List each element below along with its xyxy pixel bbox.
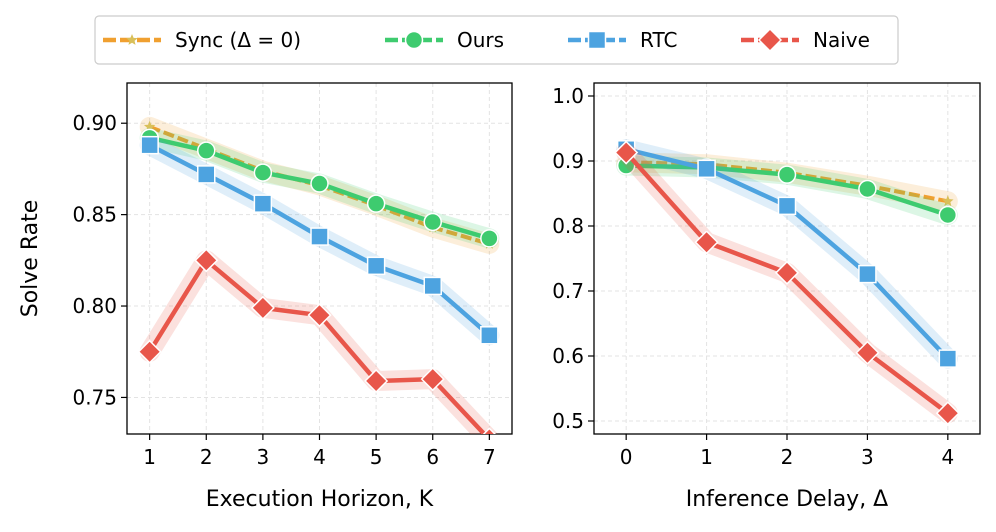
data-point-rtc <box>480 326 499 345</box>
data-point-naive <box>250 295 275 320</box>
legend-label: RTC <box>640 28 677 52</box>
x-tick-label: 3 <box>861 445 874 469</box>
data-point-rtc <box>310 227 329 246</box>
chart-inference-delay: Inference Delay, Δ 0 1 2 3 4 0.5 0.6 0.7 0.8 0.9 1… <box>552 82 981 512</box>
x-tick-label: 1 <box>143 445 156 469</box>
x-axis-label-left: Execution Horizon, K <box>206 487 434 512</box>
x-axis-label-right: Inference Delay, Δ <box>686 487 889 512</box>
series-naive-right <box>614 140 960 426</box>
data-point-ours <box>858 179 877 199</box>
series-ours-left <box>139 127 500 249</box>
data-point-naive <box>855 340 880 365</box>
y-tick-label: 1.0 <box>552 84 584 108</box>
data-point-rtc <box>423 276 442 296</box>
y-tick-label: 0.80 <box>72 294 117 318</box>
y-tick-label: 0.75 <box>72 385 117 409</box>
data-point-naive <box>694 230 719 255</box>
data-point-rtc <box>777 196 797 216</box>
series-naive-left <box>137 248 498 434</box>
x-tick-label: 4 <box>313 445 326 469</box>
data-point-ours <box>366 194 386 213</box>
data-point-naive <box>137 339 162 364</box>
data-point-rtc <box>140 135 159 155</box>
x-tick-label: 4 <box>941 445 954 469</box>
data-point-ours <box>480 229 499 248</box>
y-tick-label: 0.8 <box>552 214 584 238</box>
data-point-naive <box>364 368 389 394</box>
x-tick-label: 2 <box>200 445 213 469</box>
data-point-rtc <box>366 256 386 276</box>
x-tick-label: 7 <box>483 445 496 469</box>
y-tick-label: 0.5 <box>552 409 584 433</box>
legend: Sync (Δ = 0) Ours RTC Naive <box>94 15 899 65</box>
y-tick-label: 0.85 <box>72 203 117 227</box>
x-tick-label: 0 <box>620 445 633 469</box>
data-point-sync-0 <box>143 120 156 132</box>
data-point-rtc <box>858 264 877 284</box>
data-point-ours <box>423 212 442 232</box>
data-point-ours <box>197 141 216 160</box>
chart-execution-horizon: Execution Horizon, K Solve Rate 1 2 3 4 5 6 7 0… <box>18 82 513 512</box>
x-tick-label: 6 <box>426 445 439 469</box>
legend-label: Naive <box>813 28 870 52</box>
data-point-naive <box>307 303 332 328</box>
data-point-ours <box>253 163 273 182</box>
y-tick-label: 0.6 <box>552 344 584 368</box>
data-point-ours <box>777 165 797 184</box>
legend-label: Sync (Δ = 0) <box>175 28 301 52</box>
data-point-naive <box>935 401 960 426</box>
data-point-naive <box>482 427 496 434</box>
data-point-rtc <box>938 349 958 368</box>
series-rtc-left <box>139 135 500 346</box>
legend-marker-sync-0 <box>126 34 138 45</box>
x-tick-label: 1 <box>700 445 713 469</box>
y-axis-label-left: Solve Rate <box>18 200 43 318</box>
y-tick-label: 0.7 <box>552 279 584 303</box>
data-point-naive <box>420 367 445 392</box>
legend-entry-sync-0: Sync (Δ = 0) <box>103 28 301 52</box>
plot-area-right <box>614 139 960 426</box>
grid-right <box>594 83 980 434</box>
x-tick-label: 3 <box>257 445 270 469</box>
series-ours-right <box>616 155 958 225</box>
y-tick-label: 0.90 <box>72 111 117 135</box>
legend-marker-ours <box>404 30 424 50</box>
data-point-ours <box>310 174 329 193</box>
legend-entry-ours: Ours <box>385 28 504 52</box>
data-point-rtc <box>697 159 716 179</box>
x-tick-label: 2 <box>781 445 794 469</box>
x-tick-label: 5 <box>370 445 383 469</box>
legend-entry-rtc: RTC <box>568 28 677 52</box>
y-tick-label: 0.9 <box>552 149 584 173</box>
legend-marker-naive <box>757 27 783 53</box>
data-point-naive <box>774 260 800 285</box>
data-point-naive <box>194 248 219 273</box>
data-point-rtc <box>253 194 273 213</box>
legend-marker-rtc <box>587 30 607 50</box>
data-point-ours <box>938 205 958 225</box>
data-point-sync-0 <box>942 195 954 207</box>
legend-box <box>94 15 899 65</box>
legend-label: Ours <box>457 28 504 52</box>
data-point-naive <box>614 140 639 165</box>
plot-area-left <box>137 116 500 434</box>
legend-entry-naive: Naive <box>741 27 870 53</box>
data-point-rtc <box>197 165 216 184</box>
